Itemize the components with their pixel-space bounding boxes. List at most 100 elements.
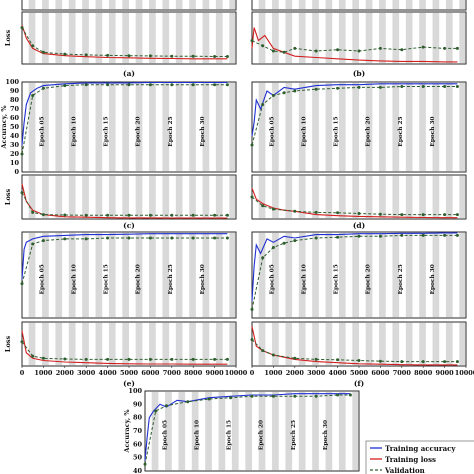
epoch-stripe — [445, 0, 453, 10]
training-accuracy-line — [251, 83, 458, 137]
epoch-stripe — [122, 82, 129, 172]
epoch-stripe — [285, 322, 293, 366]
validation-accuracy-line — [21, 84, 228, 155]
epoch-stripe — [325, 82, 333, 172]
epoch-stripe — [285, 12, 293, 64]
training-accuracy-line — [144, 393, 351, 461]
validation-accuracy-marker — [421, 233, 425, 237]
validation-accuracy-marker — [213, 83, 217, 87]
validation-accuracy-marker — [271, 246, 275, 249]
validation-loss-marker — [293, 209, 297, 213]
epoch-stripe — [28, 0, 36, 10]
validation-accuracy-marker — [348, 393, 352, 397]
epoch-stripe — [419, 12, 426, 64]
epoch-stripe — [149, 0, 156, 10]
epoch-stripe — [68, 322, 76, 366]
epoch-stripe — [272, 0, 279, 10]
epoch-label: Epoch 30 — [323, 420, 329, 450]
epoch-stripe — [162, 82, 170, 172]
epoch-stripe — [95, 82, 103, 172]
epoch-stripe — [258, 322, 266, 366]
training-loss-line — [251, 187, 458, 219]
validation-loss-marker — [400, 360, 404, 364]
epoch-stripe — [42, 175, 49, 219]
validation-loss-marker — [84, 357, 88, 361]
validation-accuracy-marker — [106, 236, 110, 240]
validation-accuracy-marker — [455, 85, 459, 88]
training-loss-line — [21, 330, 228, 365]
epoch-stripe — [445, 82, 453, 172]
x-tick-label: 8000 — [184, 369, 203, 377]
x-tick-label: 1000 — [264, 369, 283, 377]
validation-loss-marker — [191, 54, 195, 58]
epoch-label: Epoch 30 — [200, 116, 206, 146]
panel-b: (b) — [250, 0, 467, 78]
x-tick-label: 7000 — [393, 369, 412, 377]
epoch-stripe — [68, 175, 76, 219]
epoch-stripe — [459, 12, 466, 64]
epoch-stripe — [298, 322, 306, 366]
validation-loss-marker — [336, 48, 340, 52]
validation-accuracy-marker — [261, 103, 265, 106]
validation-loss-marker — [20, 191, 24, 195]
validation-loss-marker — [421, 213, 425, 217]
y-tick-label: 60 — [133, 440, 143, 448]
epoch-stripe — [365, 12, 373, 64]
epoch-stripe — [68, 0, 76, 10]
epoch-stripe — [365, 232, 373, 318]
epoch-stripe — [202, 82, 210, 172]
epoch-stripe — [215, 232, 223, 318]
epoch-stripe — [122, 175, 129, 219]
epoch-stripe — [432, 0, 440, 10]
validation-loss-marker — [225, 213, 229, 217]
epoch-stripe — [82, 0, 89, 10]
validation-loss-marker — [250, 39, 254, 43]
epoch-stripe — [149, 82, 156, 172]
epoch-stripe — [338, 0, 346, 10]
epoch-stripe — [285, 391, 293, 471]
epoch-stripe — [149, 322, 156, 366]
validation-loss-marker — [41, 50, 45, 54]
epoch-label: Epoch 25 — [398, 116, 404, 146]
validation-loss-marker — [127, 357, 131, 361]
training-loss-line — [21, 183, 228, 219]
epoch-label: Epoch 05 — [269, 116, 275, 146]
epoch-stripe — [175, 82, 183, 172]
validation-loss-marker — [191, 213, 195, 217]
validation-loss-marker — [378, 46, 382, 50]
epoch-stripe — [325, 232, 333, 318]
epoch-stripe — [151, 391, 159, 471]
validation-loss-marker — [261, 204, 265, 208]
legend-entry: Validation — [384, 466, 425, 474]
validation-accuracy-marker — [148, 236, 152, 240]
validation-loss-marker — [170, 54, 174, 58]
epoch-stripe — [312, 322, 319, 366]
epoch-stripe — [272, 232, 279, 318]
epoch-stripe — [392, 322, 400, 366]
validation-loss-marker — [378, 212, 382, 216]
epoch-stripe — [28, 12, 36, 64]
validation-accuracy-marker — [261, 256, 265, 260]
epoch-stripe — [231, 391, 239, 471]
x-tick-label: 5000 — [350, 369, 369, 377]
epoch-stripe — [42, 12, 49, 64]
epoch-stripe — [215, 175, 223, 219]
epoch-stripe — [338, 12, 346, 64]
y-tick-label: 90 — [10, 87, 20, 95]
epoch-stripe — [215, 0, 223, 10]
epoch-stripe — [135, 12, 143, 64]
validation-accuracy-marker — [271, 394, 275, 398]
validation-loss-line — [21, 192, 228, 216]
y-tick-label: 100 — [128, 387, 142, 395]
epoch-stripe — [175, 232, 183, 318]
epoch-stripe — [28, 82, 36, 172]
validation-loss-marker — [443, 360, 447, 364]
validation-accuracy-marker — [357, 234, 361, 238]
epoch-stripe — [42, 232, 49, 318]
epoch-stripe — [272, 322, 279, 366]
validation-loss-marker — [20, 26, 24, 30]
epoch-stripe — [135, 82, 143, 172]
validation-loss-marker — [455, 360, 459, 364]
epoch-stripe — [392, 0, 400, 10]
x-tick-label: 10000 — [225, 369, 248, 377]
